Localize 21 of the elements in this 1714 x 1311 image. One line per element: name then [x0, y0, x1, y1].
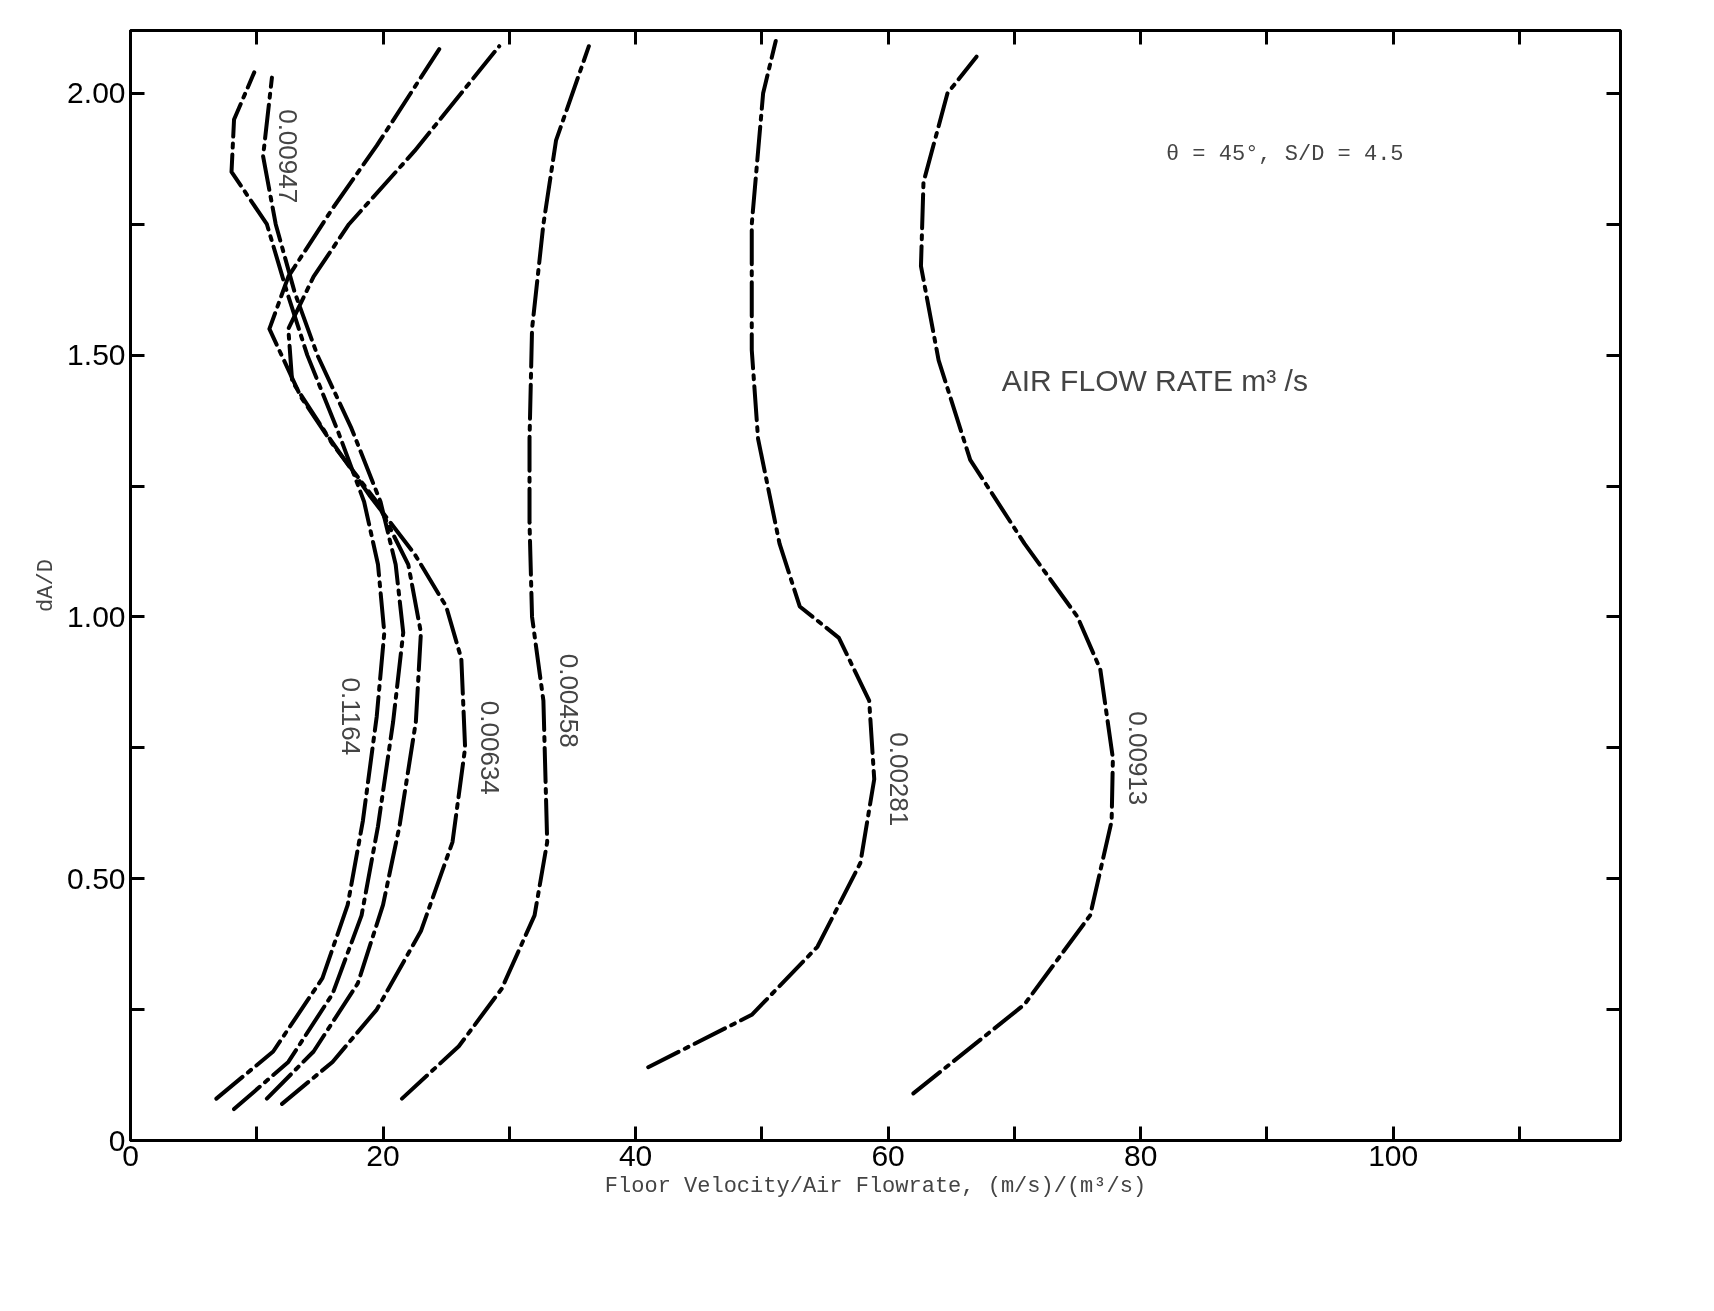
y-tick-label: 1.00: [67, 599, 126, 633]
text: 0.00458: [553, 653, 584, 748]
x-tick-label: 80: [1123, 1138, 1158, 1172]
text: 0.00947: [273, 109, 304, 204]
y-axis-title: dA/D: [34, 559, 60, 612]
annotation: AIR FLOW RATE m³ /s: [1001, 364, 1308, 398]
text: 0.00913: [1123, 711, 1154, 806]
y-tick-label: 0.50: [67, 861, 126, 895]
y-tick-label: 2.00: [67, 76, 126, 110]
line-series: [646, 38, 877, 1070]
x-tick-label: 20: [366, 1138, 400, 1172]
text: 0.00634: [475, 700, 506, 795]
text: 0.00281: [884, 732, 915, 827]
x-tick-label: 40: [618, 1138, 653, 1172]
text: 0.1164: [336, 677, 367, 756]
annotation: θ = 45°, S/D = 4.5: [1165, 141, 1404, 167]
y-tick-label: 1.50: [67, 338, 126, 372]
x-tick-label: 60: [871, 1138, 905, 1172]
x-tick-label: 100: [1368, 1138, 1419, 1172]
line-series: [399, 44, 591, 1101]
x-axis-title: Floor Velocity/Air Flowrate, (m/s)/(m³/s): [604, 1173, 1147, 1199]
